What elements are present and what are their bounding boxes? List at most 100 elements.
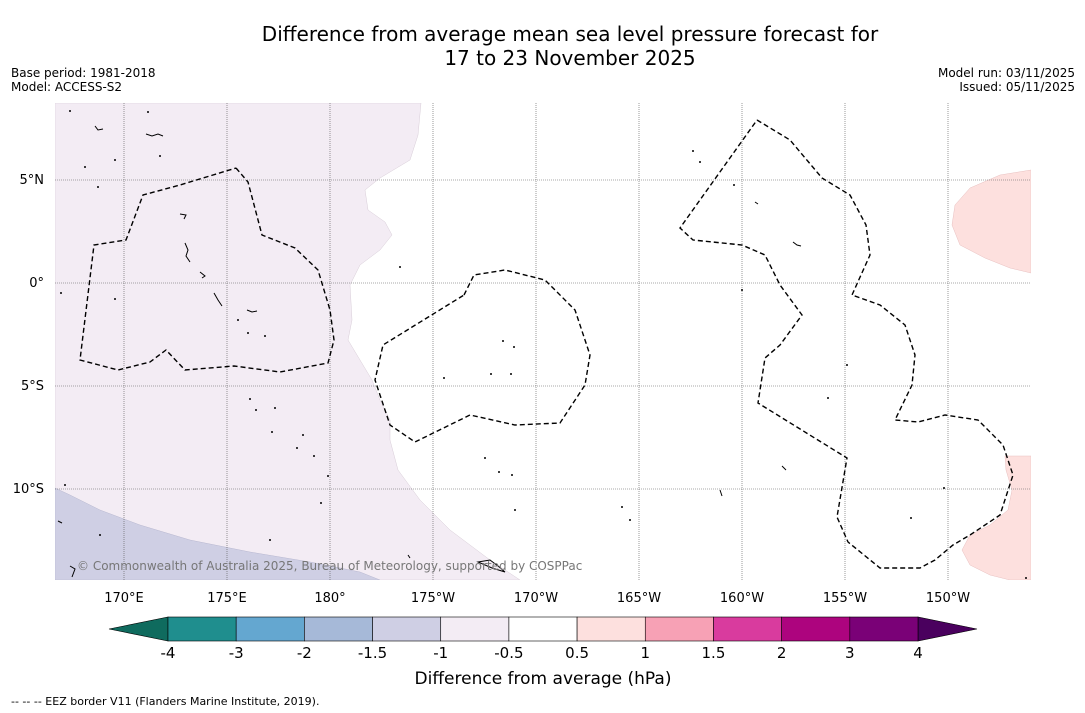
colorbar-tick-label: 4	[913, 644, 923, 662]
title-line-2: 17 to 23 November 2025	[444, 46, 696, 70]
lat-label-10s: 10°S	[13, 482, 44, 497]
island-dot	[846, 364, 848, 366]
lon-label-175e: 175°E	[207, 591, 247, 606]
copyright-text: © Commonwealth of Australia 2025, Bureau…	[77, 559, 582, 573]
island-dot	[502, 340, 504, 342]
island-dot	[274, 407, 276, 409]
island-dot	[264, 335, 266, 337]
islands	[57, 125, 802, 578]
anomaly-region-plus0-5-southeast	[961, 455, 1031, 580]
colorbar-title: Difference from average (hPa)	[415, 669, 672, 689]
island-dot	[733, 184, 735, 186]
island-futuna	[407, 554, 411, 559]
model-run: Model run: 03/11/2025	[937, 66, 1075, 80]
island-dot	[249, 398, 251, 400]
island-dot	[910, 517, 912, 519]
island-dot	[159, 155, 161, 157]
colorbar: -4 -3 -2 -1.5 -1 -0.5 0.5 1 1.5 2 3 4	[108, 616, 978, 662]
lat-label-5n: 5°N	[20, 173, 45, 188]
eez-borders	[79, 119, 1014, 569]
latitude-labels: 5°N 0° 5°S 10°S	[13, 173, 44, 497]
colorbar-tick-label: 0.5	[565, 644, 589, 662]
lat-label-0: 0°	[29, 276, 44, 291]
island-vostok	[719, 489, 723, 497]
island-kiritimati	[792, 241, 802, 247]
longitude-labels: 170°E 175°E 180° 175°W 170°W 165°W 160°W…	[104, 591, 970, 606]
island-dot	[302, 434, 304, 436]
island-rotuma	[57, 520, 63, 524]
island-dot	[147, 111, 149, 113]
island-dot	[237, 319, 239, 321]
colorbar-segment	[440, 616, 510, 642]
island-abemama	[184, 242, 191, 263]
lon-label-180: 180°	[314, 591, 345, 606]
meta-left: Base period: 1981-2018 Model: ACCESS-S2	[11, 66, 156, 94]
island-dot	[320, 502, 322, 504]
lon-label-170w: 170°W	[514, 591, 558, 606]
island-dot	[327, 475, 329, 477]
island-malden	[781, 465, 787, 471]
island-dot	[443, 377, 445, 379]
island-dot	[97, 186, 99, 188]
eez-border-kiribati-gilberts	[79, 167, 335, 373]
lat-label-5s: 5°S	[21, 379, 44, 394]
island-tarawa	[145, 133, 164, 137]
issued-date: Issued: 05/11/2025	[959, 80, 1075, 94]
colorbar-segment	[713, 616, 782, 642]
island-dot	[271, 431, 273, 433]
island-dot	[84, 166, 86, 168]
island-dot	[511, 474, 513, 476]
eez-legend: -- -- -- EEZ border V11 (Flanders Marine…	[11, 695, 320, 708]
island-dot	[513, 346, 515, 348]
base-period: Base period: 1981-2018	[11, 66, 156, 80]
title-line-1: Difference from average mean sea level p…	[261, 22, 879, 46]
colorbar-segment	[508, 616, 578, 642]
island-dot	[114, 298, 116, 300]
colorbar-segment	[644, 616, 714, 642]
lon-label-150w: 150°W	[926, 591, 970, 606]
island-tabiteuea	[213, 292, 223, 307]
island-dot	[399, 266, 401, 268]
island-marakei	[94, 125, 104, 131]
colorbar-segment	[372, 616, 442, 642]
colorbar-tick-label: 1.5	[702, 644, 726, 662]
model-name: Model: ACCESS-S2	[11, 80, 123, 94]
island-dot	[490, 373, 492, 375]
colorbar-tick-label: -3	[229, 644, 244, 662]
island-nonouti	[199, 271, 206, 279]
island-dot	[827, 397, 829, 399]
island-dot	[114, 159, 116, 161]
island-dot	[943, 487, 945, 489]
colorbar-segment	[235, 616, 305, 642]
island-dot	[484, 457, 486, 459]
island-dot	[313, 455, 315, 457]
anomaly-region-plus0-5-east	[951, 169, 1031, 274]
island-wallis	[69, 565, 76, 578]
colorbar-tick-label: 3	[845, 644, 855, 662]
island-dot	[247, 332, 249, 334]
lon-label-175w: 175°W	[411, 591, 455, 606]
lon-label-160w: 160°W	[720, 591, 764, 606]
map-panel: © Commonwealth of Australia 2025, Bureau…	[55, 103, 1031, 580]
island-dot	[99, 534, 101, 536]
colorbar-tick-label: 2	[777, 644, 787, 662]
island-dot	[741, 289, 743, 291]
island-dot	[255, 409, 257, 411]
colorbar-tick-label: -1	[433, 644, 448, 662]
colorbar-tick-label: -1.5	[358, 644, 387, 662]
island-kanton	[476, 559, 506, 573]
island-dot	[60, 292, 62, 294]
island-dot	[269, 539, 271, 541]
lon-label-165w: 165°W	[617, 591, 661, 606]
island-tabuaeran	[754, 201, 759, 205]
island-onotoa	[246, 309, 258, 313]
colorbar-tick-label: -4	[161, 644, 176, 662]
island-dot	[692, 150, 694, 152]
island-dot	[629, 519, 631, 521]
anomaly-region-minus1-5	[55, 487, 381, 580]
island-dot	[621, 506, 623, 508]
colorbar-segment	[576, 616, 646, 642]
island-dot	[69, 110, 71, 112]
island-dot	[514, 509, 516, 511]
